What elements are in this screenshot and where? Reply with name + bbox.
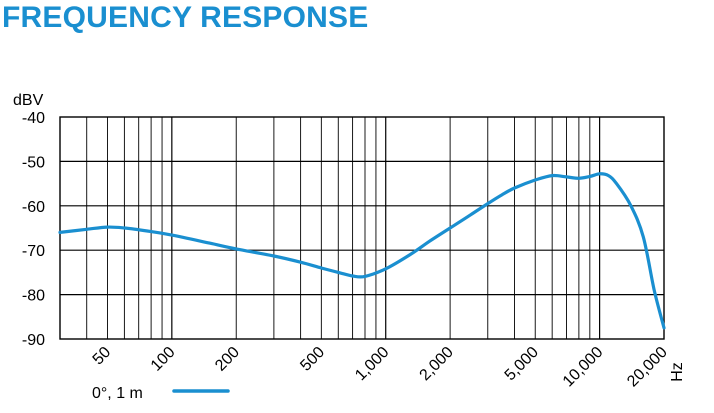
chart-title: FREQUENCY RESPONSE (2, 1, 369, 34)
x-axis-ticks: 50 100 200 500 1,000 2,000 5,000 10,000 20,000 (90, 344, 671, 391)
y-axis-ticks: -40 -50 -60 -70 -80 -90 (22, 110, 45, 349)
y-tick-label: -60 (22, 199, 45, 216)
x-tick-label: 20,000 (624, 344, 671, 391)
x-tick-label: 2,000 (417, 344, 457, 384)
x-axis-unit-label: Hz (669, 362, 686, 382)
x-tick-label: 200 (212, 344, 243, 375)
legend: 0°, 1 m (92, 385, 230, 402)
y-tick-label: -90 (22, 332, 45, 349)
y-tick-label: -50 (22, 154, 45, 171)
x-tick-label: 50 (90, 344, 115, 369)
x-tick-label: 5,000 (502, 344, 542, 384)
x-tick-label: 500 (297, 344, 328, 375)
plot-frame (59, 116, 665, 340)
y-tick-label: -40 (22, 110, 45, 127)
y-tick-label: -70 (22, 243, 45, 260)
legend-label: 0°, 1 m (92, 385, 143, 402)
x-tick-label: 1,000 (352, 344, 392, 384)
y-tick-label: -80 (22, 288, 45, 305)
minor-gridlines (86, 117, 591, 339)
y-axis-unit-label: dBV (13, 92, 44, 109)
series-line (58, 172, 666, 330)
x-tick-label: 10,000 (560, 344, 607, 391)
major-gridlines (60, 117, 664, 339)
x-tick-label: 100 (148, 344, 179, 375)
